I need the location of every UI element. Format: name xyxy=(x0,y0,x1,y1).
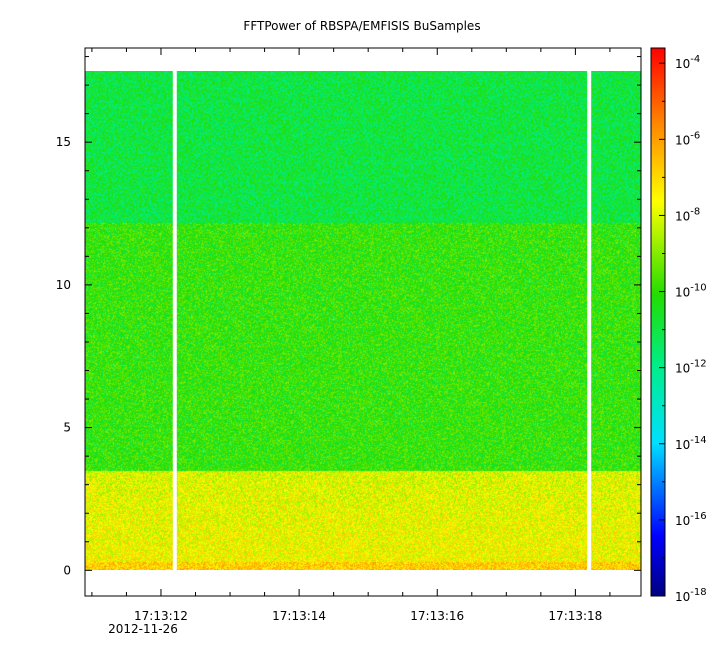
x-date-label: 2012-11-26 xyxy=(108,622,178,636)
spectrogram-image xyxy=(85,71,641,570)
x-tick-label: 17:13:18 xyxy=(548,609,602,623)
colorbar-tick-label: 10-6 xyxy=(675,130,700,147)
colorbar-tick-label: 10-14 xyxy=(675,435,707,452)
data-gap-2 xyxy=(587,71,592,570)
colorbar-tick-label: 10-8 xyxy=(675,206,700,223)
colorbar xyxy=(650,47,666,597)
colorbar-tick-label: 10-10 xyxy=(675,283,707,300)
data-gap-1 xyxy=(172,71,177,570)
y-tick-label: 0 xyxy=(63,563,71,577)
y-axis: 0 5 10 15 xyxy=(56,56,641,577)
plot-frame xyxy=(84,47,642,597)
x-tick-label: 17:13:12 xyxy=(134,609,188,623)
spectrogram-raster xyxy=(85,71,641,570)
x-axis: 17:13:12 17:13:14 17:13:16 17:13:18 xyxy=(91,48,611,623)
colorbar-tick-label: 10-4 xyxy=(675,54,700,71)
chart-title: FFTPower of RBSPA/EMFISIS BuSamples xyxy=(243,19,480,33)
x-tick-label: 17:13:16 xyxy=(410,609,464,623)
x-tick-label: 17:13:14 xyxy=(272,609,326,623)
y-tick-label: 15 xyxy=(56,135,71,149)
colorbar-tick-label: 10-12 xyxy=(675,359,707,376)
colorbar-axis: 10-4 10-6 10-8 10-10 10-12 10-14 10-16 10-18 xyxy=(659,54,707,604)
colorbar-tick-label: 10-18 xyxy=(675,587,707,604)
y-tick-label: 5 xyxy=(63,421,71,435)
y-tick-label: 10 xyxy=(56,278,71,292)
colorbar-tick-label: 10-16 xyxy=(675,511,707,528)
